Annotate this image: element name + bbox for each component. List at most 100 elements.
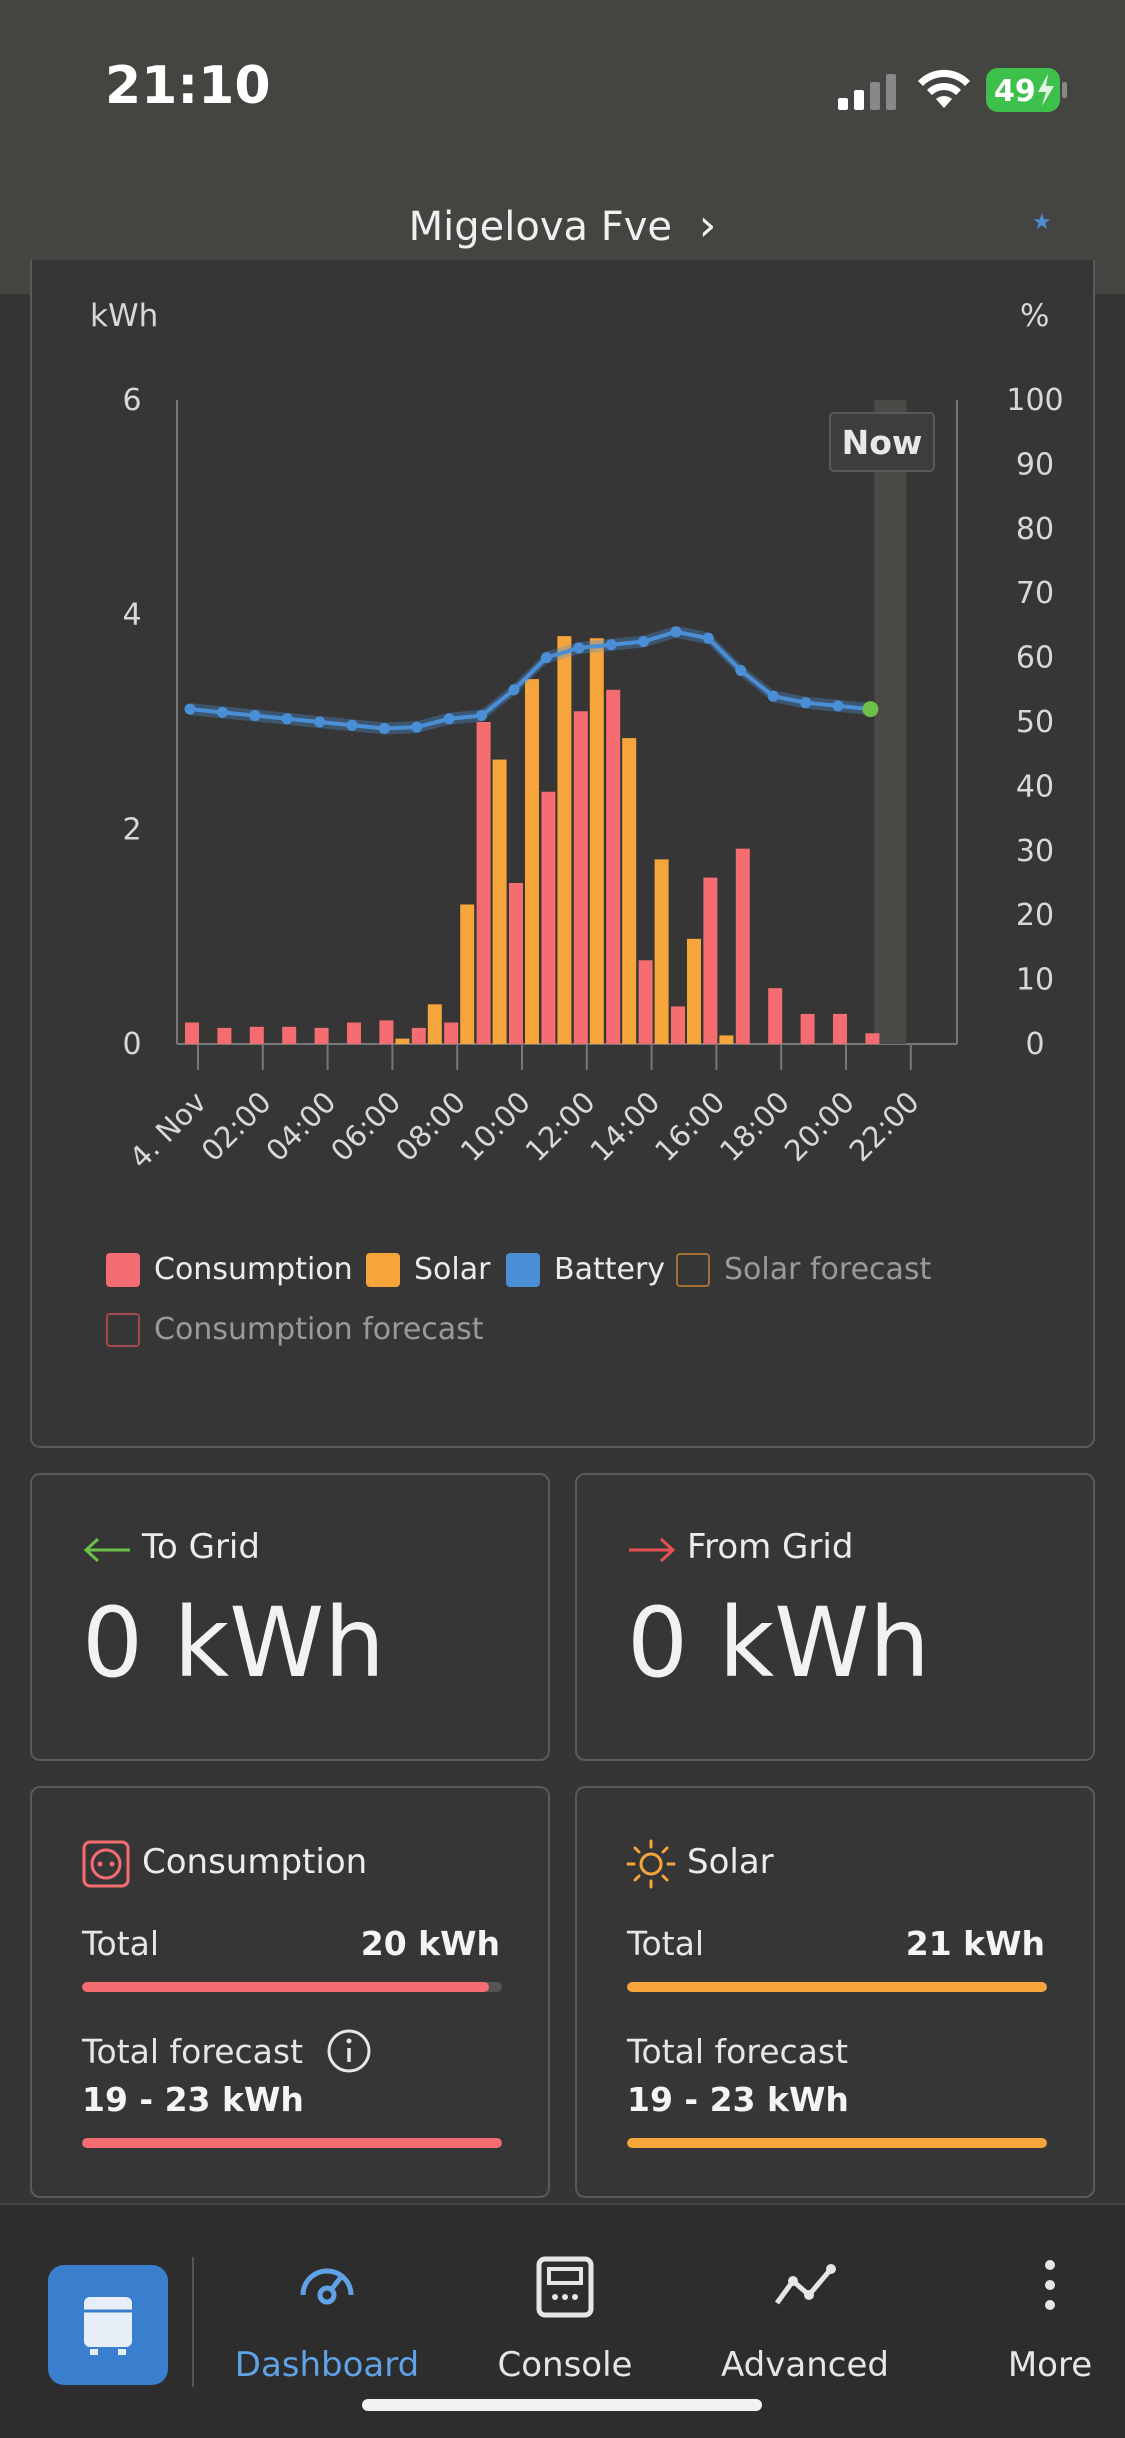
battery-point bbox=[249, 710, 261, 722]
legend-item[interactable]: Consumption forecast bbox=[106, 1312, 484, 1347]
info-icon[interactable] bbox=[326, 2028, 372, 2074]
tab-label: Advanced bbox=[721, 2345, 889, 2385]
battery-point bbox=[443, 713, 455, 725]
solar-bar bbox=[395, 1038, 410, 1044]
y-right-tick-label: 40 bbox=[1016, 769, 1054, 804]
battery-icon: 49 bbox=[986, 68, 1068, 112]
now-label: Now bbox=[842, 423, 923, 462]
to-grid-value: 0 kWh bbox=[82, 1587, 385, 1699]
y-right-tick-label: 20 bbox=[1016, 898, 1054, 933]
battery-point bbox=[702, 632, 714, 644]
x-tick-label: 4. Nov bbox=[123, 1085, 213, 1175]
y-right-tick-label: 80 bbox=[1016, 512, 1054, 547]
battery-point bbox=[346, 719, 358, 731]
y-right-tick-label: 30 bbox=[1016, 834, 1054, 869]
gauge-icon bbox=[300, 2268, 354, 2305]
consumption-bar bbox=[379, 1020, 394, 1044]
consumption-bar bbox=[249, 1026, 264, 1044]
tab-dashboard[interactable]: Dashboard bbox=[227, 2245, 427, 2395]
site-title: Migelova Fve bbox=[408, 204, 673, 250]
arrow-right-icon bbox=[629, 1537, 676, 1563]
x-tick-label: 14:00 bbox=[583, 1085, 666, 1168]
consumption-bar bbox=[606, 689, 621, 1044]
trend-icon bbox=[774, 2264, 836, 2305]
legend-item[interactable]: Battery bbox=[506, 1252, 665, 1287]
consumption-bar bbox=[347, 1022, 361, 1044]
legend-label: Solar bbox=[414, 1252, 491, 1287]
legend-swatch bbox=[106, 1252, 140, 1287]
tab-separator bbox=[192, 2257, 194, 2387]
x-tick-label: 04:00 bbox=[259, 1085, 342, 1168]
to-grid-card[interactable]: To Grid 0 kWh bbox=[30, 1473, 550, 1761]
consumption-bar bbox=[800, 1013, 815, 1044]
x-tick-label: 06:00 bbox=[324, 1085, 407, 1168]
tab-label: Console bbox=[497, 2345, 633, 2385]
legend-item[interactable]: Consumption bbox=[106, 1252, 353, 1287]
legend-label: Battery bbox=[554, 1252, 666, 1287]
solar-bar bbox=[460, 904, 475, 1044]
device-icon bbox=[84, 2297, 132, 2355]
consumption-forecast-label: Total forecast bbox=[82, 2029, 372, 2074]
consumption-bar bbox=[638, 960, 653, 1044]
home-indicator bbox=[362, 2399, 762, 2411]
plug-icon bbox=[82, 1840, 130, 1888]
device-switch-button[interactable] bbox=[48, 2265, 168, 2385]
x-tick-label: 02:00 bbox=[195, 1085, 278, 1168]
solar-bar bbox=[719, 1035, 734, 1044]
chevron-right-icon: › bbox=[698, 200, 717, 251]
tab-more[interactable]: More bbox=[980, 2245, 1120, 2395]
consumption-forecast-value: 19 - 23 kWh bbox=[82, 2080, 304, 2119]
now-label-box bbox=[829, 412, 935, 472]
solar-forecast-bar bbox=[627, 2138, 1047, 2148]
y-right-tick-label: 50 bbox=[1016, 705, 1054, 740]
consumption-bar bbox=[282, 1026, 297, 1044]
consumption-bar bbox=[411, 1027, 426, 1044]
solar-bar bbox=[654, 859, 669, 1044]
solar-forecast-value: 19 - 23 kWh bbox=[627, 2080, 849, 2119]
battery-point bbox=[605, 639, 617, 651]
consumption-bar bbox=[185, 1022, 199, 1044]
legend-label: Consumption forecast bbox=[154, 1312, 484, 1347]
consumption-card[interactable]: Consumption Total 20 kWh Total forecast … bbox=[30, 1786, 550, 2198]
arrow-left-icon bbox=[83, 1537, 130, 1563]
legend-swatch bbox=[506, 1252, 540, 1287]
legend-item[interactable]: Solar forecast bbox=[676, 1252, 931, 1287]
favorite-star-icon[interactable]: ★ bbox=[1032, 210, 1052, 235]
energy-chart-card: kWh % Now 0 2 4 6 0 10 20 30 40 50 60 70 80 90 100 4. N… bbox=[30, 260, 1095, 1448]
solar-bar bbox=[492, 759, 507, 1044]
battery-point bbox=[735, 664, 747, 676]
left-axis-unit: kWh bbox=[90, 298, 158, 334]
solar-bar bbox=[557, 636, 572, 1044]
solar-card[interactable]: Solar Total 21 kWh Total forecast 19 - 2… bbox=[575, 1786, 1095, 2198]
battery-point bbox=[281, 713, 293, 725]
consumption-total-label: Total bbox=[82, 1924, 160, 1963]
x-tick-label: 18:00 bbox=[713, 1085, 796, 1168]
site-title-button[interactable]: Migelova Fve › bbox=[0, 200, 1125, 251]
y-tick-label: 6 bbox=[122, 383, 141, 418]
sun-icon bbox=[626, 1839, 676, 1889]
right-axis-unit: % bbox=[1020, 298, 1049, 334]
x-tick-label: 22:00 bbox=[843, 1085, 926, 1168]
tab-console[interactable]: Console bbox=[455, 2245, 675, 2395]
consumption-bar bbox=[865, 1033, 880, 1044]
battery-point bbox=[800, 697, 812, 709]
legend-item[interactable]: Solar bbox=[366, 1252, 490, 1287]
x-tick-label: 12:00 bbox=[519, 1085, 602, 1168]
consumption-bar bbox=[509, 883, 523, 1044]
y-right-tick-label: 90 bbox=[1016, 447, 1054, 482]
consumption-total-value: 20 kWh bbox=[360, 1924, 500, 1963]
wifi-icon bbox=[918, 69, 970, 108]
y-tick-label: 0 bbox=[122, 1027, 141, 1062]
battery-point bbox=[476, 710, 488, 722]
status-time: 21:10 bbox=[105, 56, 271, 116]
solar-bar bbox=[687, 938, 701, 1044]
now-band bbox=[874, 400, 907, 1044]
from-grid-value: 0 kWh bbox=[627, 1587, 930, 1699]
from-grid-card[interactable]: From Grid 0 kWh bbox=[575, 1473, 1095, 1761]
solar-total-label: Total bbox=[627, 1924, 705, 1963]
status-bar: 21:10 49 bbox=[0, 0, 1125, 180]
tab-advanced[interactable]: Advanced bbox=[700, 2245, 910, 2395]
consumption-bar bbox=[671, 1006, 685, 1044]
consumption-total-bar bbox=[82, 1982, 502, 1992]
